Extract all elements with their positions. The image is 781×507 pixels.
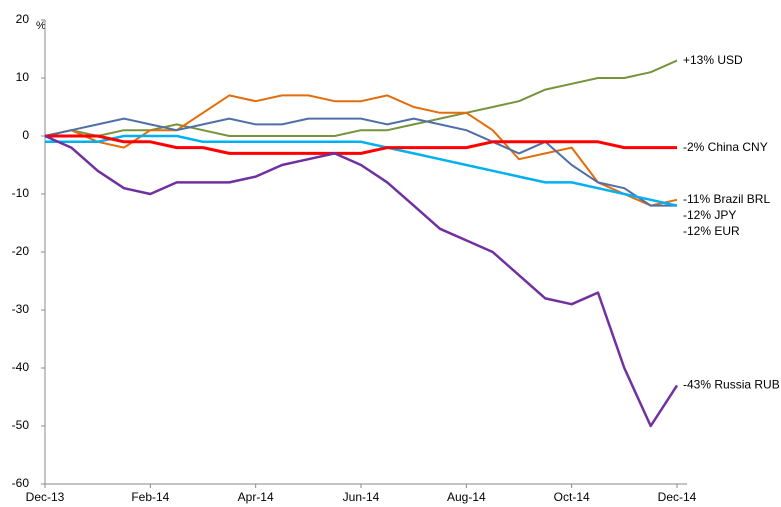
x-tick-label: Feb-14 [131,490,169,504]
y-tick-label: -60 [12,476,30,490]
series-label: -12% JPY [683,208,736,222]
series-label: -43% Russia RUB [683,378,780,392]
series-label: +13% USD [683,53,743,67]
y-tick-label: -40 [12,360,30,374]
series-label: -11% Brazil BRL [683,192,770,206]
x-tick-label: Aug-14 [447,490,486,504]
y-tick-label: 20 [16,12,30,26]
series-line [44,134,679,428]
y-tick-label: -30 [12,302,30,316]
y-tick-label: 10 [16,70,30,84]
y-tick-label: 0 [22,128,29,142]
x-tick-label: Oct-14 [554,490,590,504]
series-line [44,117,677,207]
y-tick-label: -10 [12,186,30,200]
x-tick-label: Apr-14 [238,490,274,504]
series-label: -12% EUR [683,224,740,238]
x-tick-label: Dec-13 [26,490,65,504]
x-tick-label: Dec-14 [658,490,697,504]
y-tick-label: -50 [12,418,30,432]
x-tick-label: Jun-14 [343,490,380,504]
series-line [45,134,677,155]
series-line [44,59,678,137]
series-label: -2% China CNY [683,140,768,154]
unit-label: % [36,20,46,32]
series-line [45,134,678,207]
series-line [44,94,678,207]
y-tick-label: -20 [12,244,30,258]
